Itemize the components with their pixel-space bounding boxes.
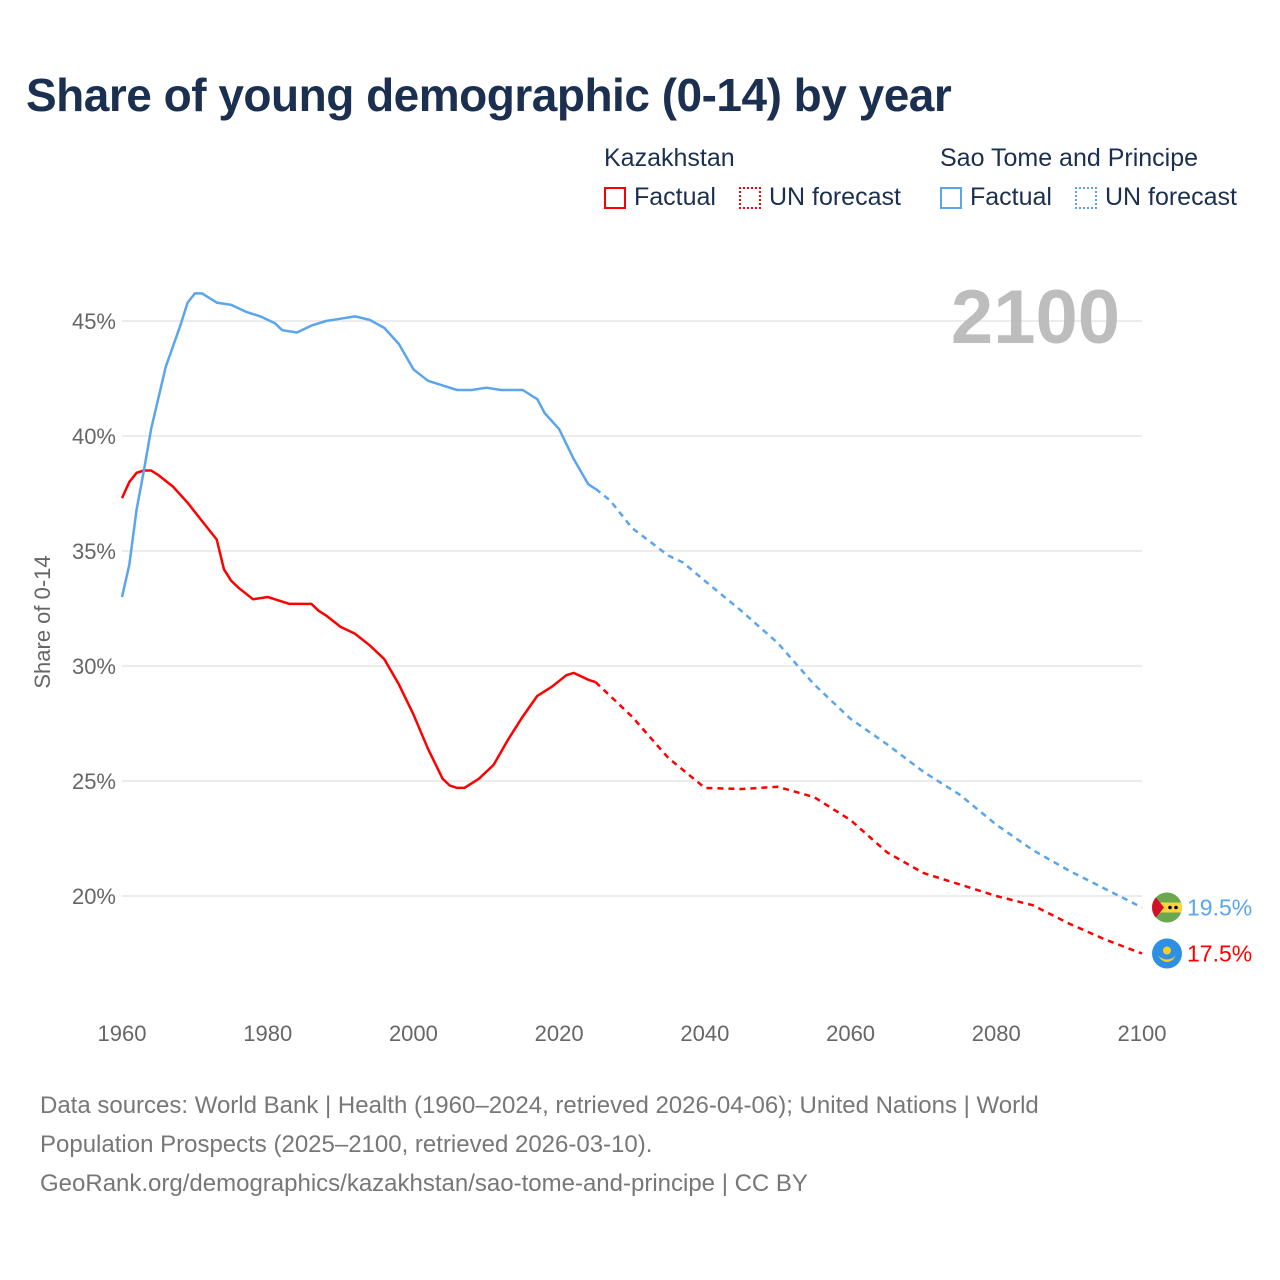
legend-item-forecast[interactable]: UN forecast: [738, 183, 901, 212]
legend-item-forecast[interactable]: UN forecast: [1074, 183, 1237, 212]
x-tick-label: 2080: [972, 1021, 1021, 1046]
x-tick-label: 1960: [98, 1021, 147, 1046]
footer-line: Data sources: World Bank | Health (1960–…: [40, 1092, 1039, 1119]
y-tick-label: 35%: [72, 539, 116, 564]
flag-eagle: [1158, 955, 1176, 962]
flag-yellow: [1152, 902, 1182, 913]
current-year-label: 2100: [951, 275, 1120, 360]
flag-star: [1174, 905, 1178, 910]
end-value-label: 17.5%: [1187, 941, 1252, 967]
kazakhstan-flag-icon: [1152, 938, 1182, 969]
legend-label: UN forecast: [768, 183, 901, 211]
x-tick-label: 2100: [1118, 1021, 1167, 1046]
chart-title: Share of young demographic (0-14) by yea…: [26, 69, 952, 121]
series-line-factual-kazakhstan: [120, 469, 596, 790]
legend-label: UN forecast: [1104, 183, 1237, 211]
y-axis-label: Share of 0-14: [30, 555, 55, 688]
legend-country: Sao Tome and Principe: [940, 144, 1199, 172]
x-tick-label: 2000: [389, 1021, 438, 1046]
end-value-label: 19.5%: [1187, 895, 1252, 921]
flag-star: [1168, 905, 1172, 910]
y-tick-label: 30%: [72, 654, 116, 679]
x-tick-label: 2040: [680, 1021, 729, 1046]
sao-tome-flag-icon: [1152, 892, 1182, 923]
legend-label: Factual: [634, 183, 716, 211]
legend-kazakhstan: Kazakhstan Factual UN forecast: [604, 144, 917, 216]
y-tick-label: 20%: [72, 884, 116, 909]
y-tick-label: 40%: [72, 424, 116, 449]
legend-item-factual[interactable]: Factual: [604, 183, 716, 212]
legend-label: Factual: [970, 183, 1052, 211]
legend-swatch-solid: [604, 186, 626, 209]
series-line-forecast-kazakhstan: [594, 681, 1143, 955]
flag-sun: [1163, 946, 1171, 955]
footer-line: Population Prospects (2025–2100, retriev…: [40, 1131, 653, 1158]
y-tick-label: 45%: [72, 309, 116, 334]
legend-country: Kazakhstan: [604, 144, 735, 172]
legend-swatch-dotted: [738, 186, 761, 209]
flag-red: [1152, 892, 1164, 923]
flag-body: [1152, 892, 1182, 923]
legend-item-factual[interactable]: Factual: [940, 183, 1052, 212]
x-tick-label: 1980: [243, 1021, 292, 1046]
x-tick-label: 2020: [535, 1021, 584, 1046]
series-line-forecast-sao-tome-and-principe: [594, 487, 1143, 909]
y-tick-label: 25%: [72, 769, 116, 794]
series-line-factual-sao-tome-and-principe: [120, 292, 597, 598]
legend-swatch-dotted: [1074, 186, 1097, 209]
footer-sources: Data sources: World Bank | Health (1960–…: [40, 1086, 1220, 1203]
legend-swatch-solid: [940, 186, 962, 209]
footer-link[interactable]: GeoRank.org/demographics/kazakhstan/sao-…: [40, 1170, 808, 1197]
x-tick-label: 2060: [826, 1021, 875, 1046]
legend-sao-tome: Sao Tome and Principe Factual UN forecas…: [940, 144, 1237, 216]
